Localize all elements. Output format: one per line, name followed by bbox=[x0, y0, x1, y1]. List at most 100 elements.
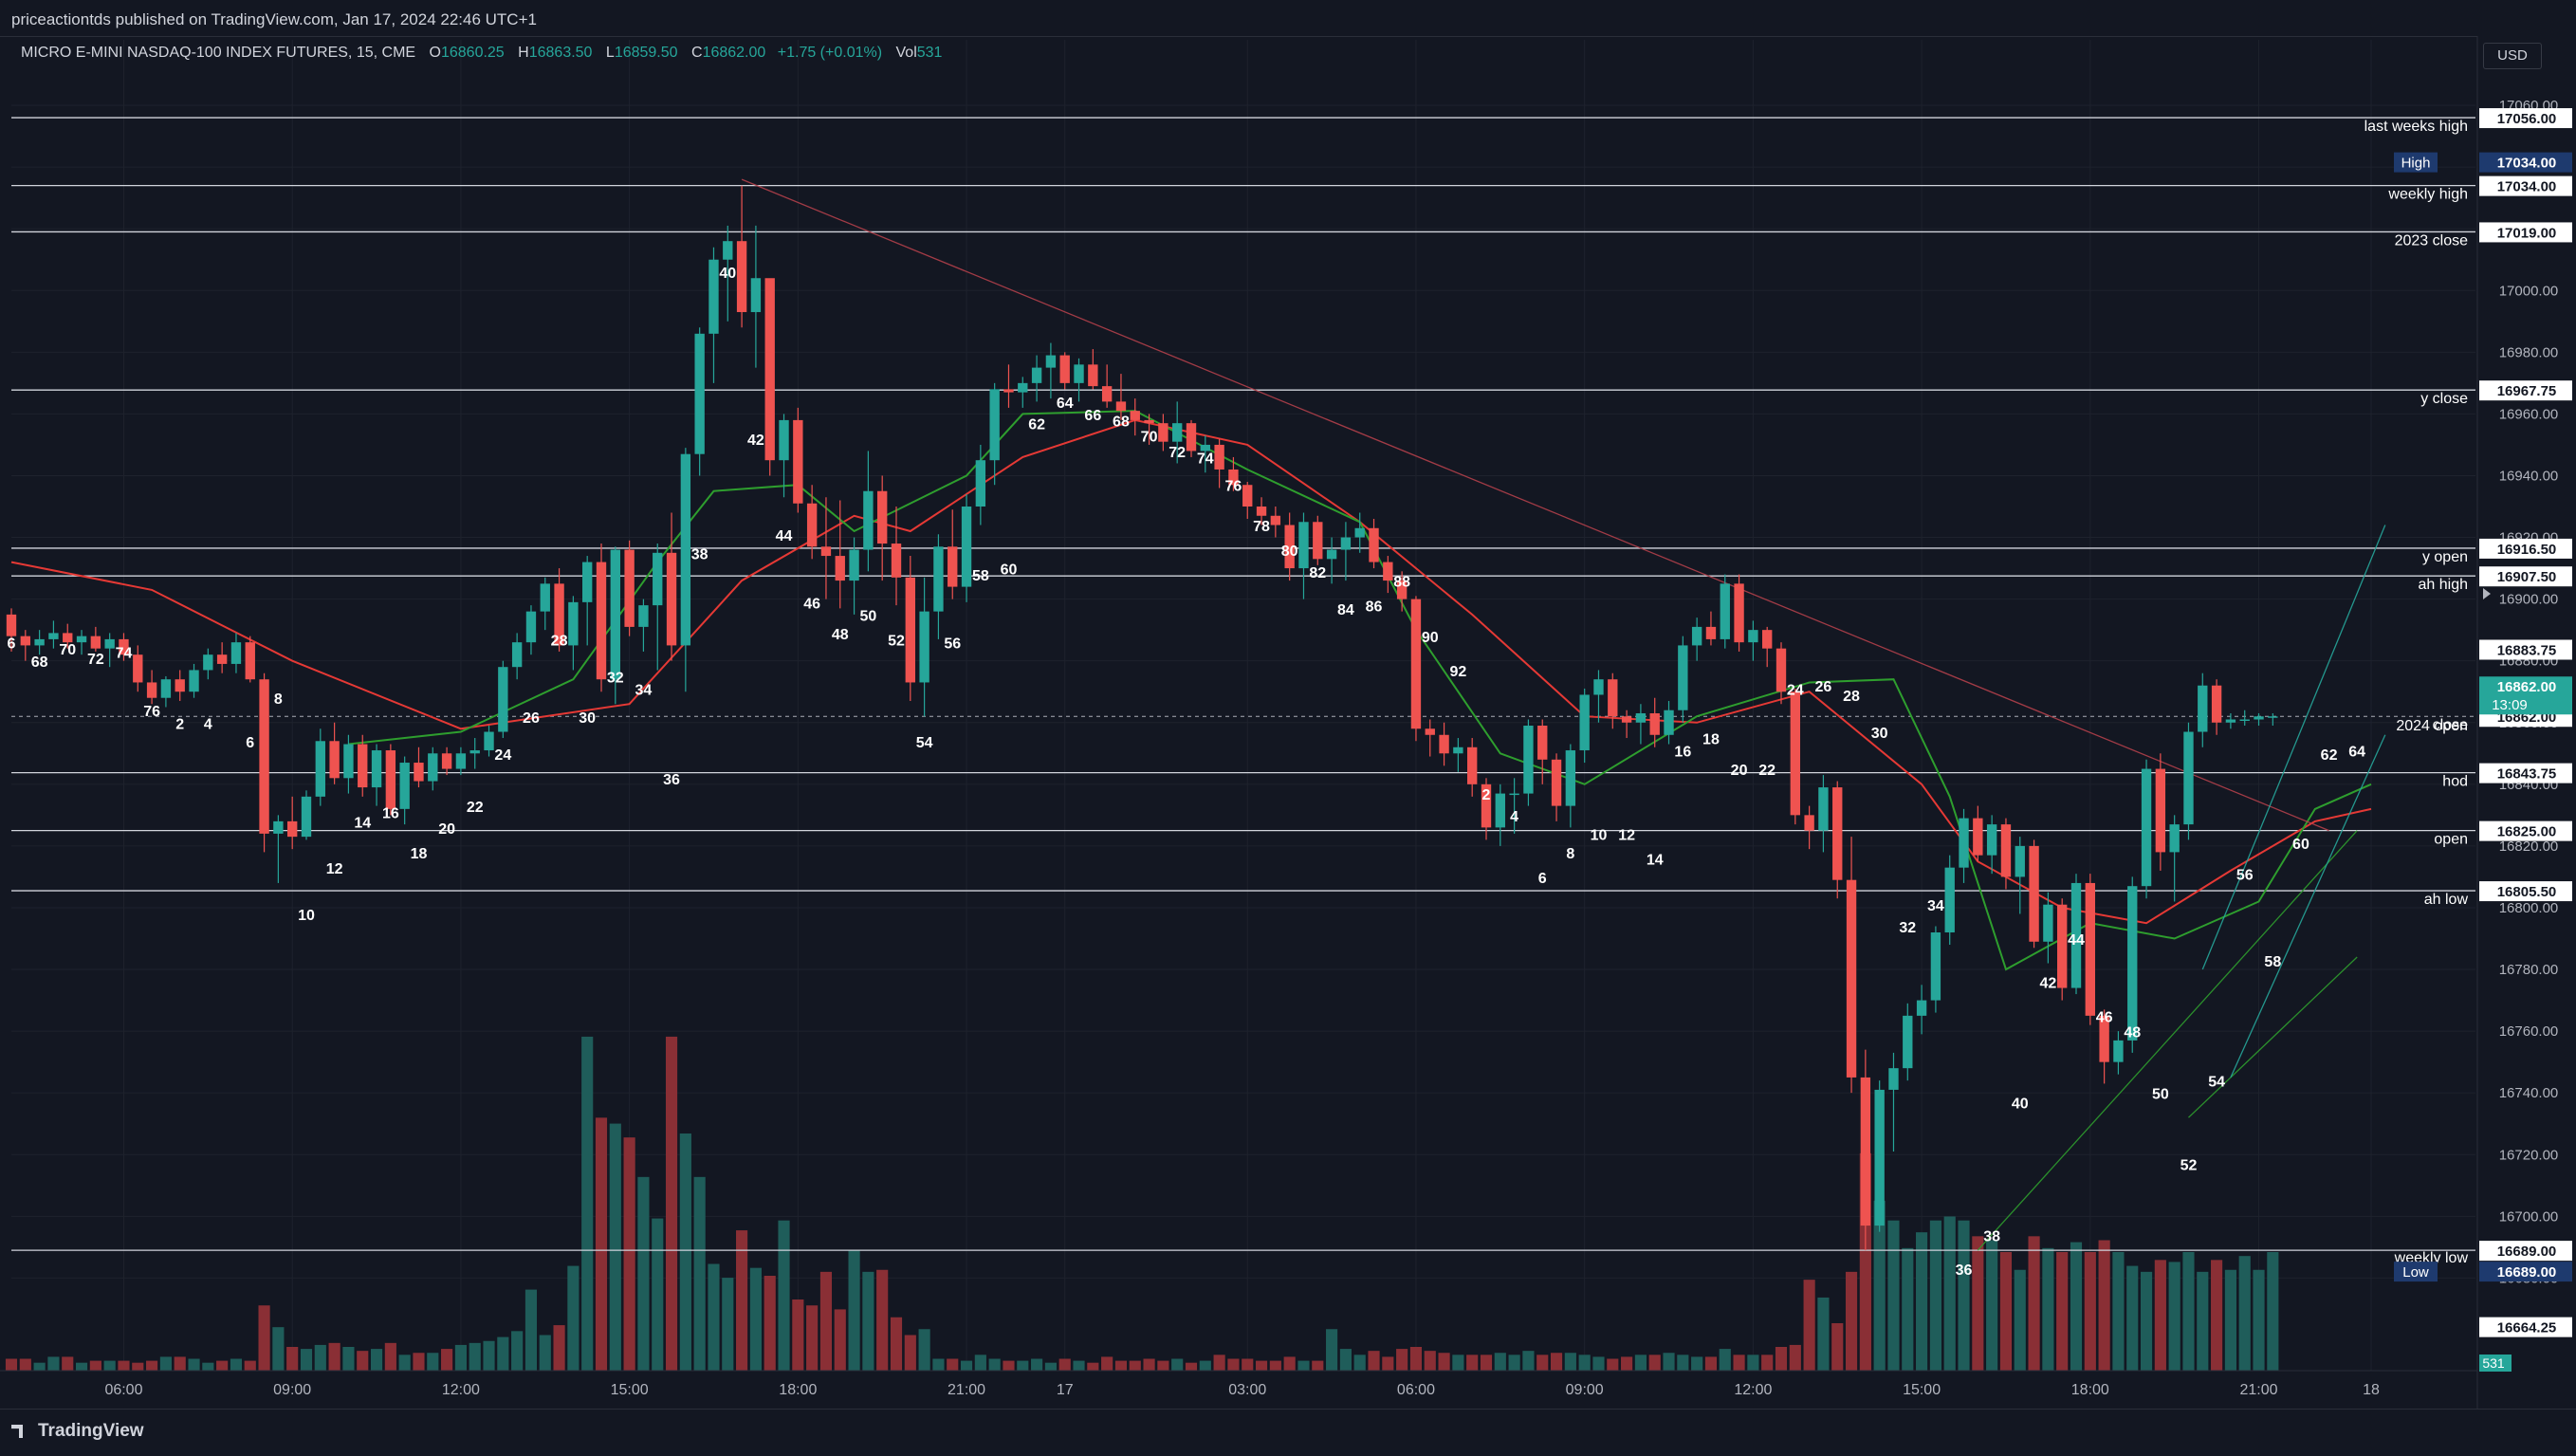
time-tick-label: 15:00 bbox=[611, 1382, 649, 1398]
currency-button[interactable]: USD bbox=[2483, 43, 2542, 69]
chart-area[interactable]: 6 68 70 72 74 76 2 4 6 8 10 12 14 16 18 20 22 24 26 28 30 32 3… bbox=[0, 36, 2576, 1451]
symbol-name[interactable]: MICRO E-MINI NASDAQ-100 INDEX FUTURES, 1… bbox=[21, 45, 416, 61]
candle bbox=[877, 490, 888, 544]
bar-number-label: 76 bbox=[1225, 479, 1242, 495]
price-tick-label: 16760.00 bbox=[2499, 1023, 2559, 1040]
tradingview-logo[interactable]: TradingView bbox=[11, 1421, 144, 1442]
level-price-tag-bg bbox=[2479, 380, 2572, 401]
candle bbox=[1495, 793, 1505, 828]
candle bbox=[764, 278, 775, 461]
bar-number-label: 68 bbox=[1113, 414, 1130, 430]
bar-number-label: 52 bbox=[2180, 1158, 2198, 1174]
volume-bar bbox=[862, 1271, 874, 1371]
volume-bar bbox=[1382, 1356, 1394, 1371]
volume-bar bbox=[1873, 1200, 1886, 1371]
close-label: C bbox=[691, 45, 703, 61]
candle bbox=[905, 577, 915, 683]
bar-number-label: 18 bbox=[411, 846, 428, 862]
bar-number-label: 6 bbox=[246, 735, 254, 751]
candle bbox=[34, 638, 45, 646]
bar-number-label: 10 bbox=[1591, 827, 1608, 843]
volume-bar bbox=[792, 1299, 804, 1371]
candle bbox=[1790, 691, 1800, 816]
bar-number-label: 86 bbox=[1366, 599, 1383, 616]
price-tick-label: 16980.00 bbox=[2499, 344, 2559, 360]
volume-bar bbox=[2042, 1247, 2054, 1371]
volume-bar bbox=[5, 1358, 18, 1371]
volume-bar bbox=[483, 1340, 495, 1371]
volume-bar bbox=[1438, 1353, 1450, 1371]
bar-number-label: 16 bbox=[382, 806, 399, 822]
volume-bar bbox=[2168, 1262, 2180, 1371]
candle bbox=[484, 731, 494, 751]
candle bbox=[1031, 367, 1042, 383]
price-tick-label: 16900.00 bbox=[2499, 592, 2559, 608]
bar-number-label: 10 bbox=[298, 908, 315, 924]
candle bbox=[1930, 931, 1941, 1001]
bar-number-label: 16 bbox=[1674, 745, 1691, 761]
bar-number-label: 84 bbox=[1337, 602, 1354, 618]
volume-bar bbox=[778, 1220, 790, 1371]
price-tag: 16664.25 bbox=[2497, 1320, 2557, 1336]
volume-bar bbox=[665, 1036, 678, 1371]
candle bbox=[1608, 679, 1618, 717]
candle bbox=[568, 601, 579, 646]
volume-bar bbox=[2098, 1240, 2110, 1371]
level-price-tag: 17034.00 bbox=[2497, 179, 2557, 195]
volume-bar bbox=[174, 1356, 186, 1371]
candle bbox=[1678, 645, 1688, 710]
bar-number-label: 60 bbox=[2292, 837, 2309, 853]
candle bbox=[596, 562, 607, 680]
candle bbox=[708, 259, 719, 334]
bar-number-label: 34 bbox=[1927, 898, 1944, 914]
candle bbox=[666, 552, 677, 646]
candle bbox=[2043, 904, 2053, 942]
candle bbox=[1818, 787, 1829, 831]
volume-bar bbox=[2112, 1252, 2125, 1371]
level-text-label: 2023 close bbox=[2395, 232, 2468, 249]
volume-bar bbox=[1621, 1356, 1633, 1371]
candle bbox=[20, 636, 30, 646]
volume-bar bbox=[988, 1358, 1001, 1371]
volume-bar bbox=[693, 1176, 706, 1371]
candle bbox=[1172, 423, 1183, 442]
bar-number-label: 40 bbox=[719, 266, 736, 282]
candle bbox=[1200, 444, 1210, 452]
published-text: priceactiontds published on TradingView.… bbox=[11, 10, 537, 28]
candle bbox=[653, 552, 663, 606]
time-tick-label: 06:00 bbox=[1397, 1382, 1435, 1398]
volume-bar bbox=[244, 1360, 256, 1371]
candle bbox=[919, 611, 929, 683]
bar-number-label: 6 bbox=[1538, 871, 1547, 887]
volume-bar bbox=[1831, 1323, 1844, 1371]
close-value: 16862.00 bbox=[702, 45, 766, 61]
candle bbox=[1354, 527, 1365, 538]
level-price-tag-bg bbox=[2479, 538, 2572, 559]
candle bbox=[1115, 401, 1127, 412]
candle bbox=[1186, 423, 1197, 452]
candle bbox=[891, 544, 902, 578]
level-price-tag-bg bbox=[2479, 763, 2572, 783]
volume-bar bbox=[947, 1358, 959, 1371]
price-tag-bg bbox=[2479, 639, 2572, 660]
footer: TradingView bbox=[0, 1409, 2576, 1452]
bar-number-label: 18 bbox=[1702, 732, 1720, 748]
volume-bar bbox=[202, 1362, 214, 1371]
volume-bar bbox=[652, 1218, 664, 1371]
price-tick-label: 16800.00 bbox=[2499, 900, 2559, 916]
bar-number-label: 42 bbox=[747, 433, 764, 449]
bar-number-label: 50 bbox=[859, 608, 876, 624]
candle bbox=[610, 549, 620, 680]
price-tick-label: 17000.00 bbox=[2499, 283, 2559, 299]
volume-bar bbox=[1312, 1360, 1324, 1371]
low-tag-label-bg bbox=[2394, 1262, 2438, 1282]
candle bbox=[820, 546, 832, 557]
bar-number-label: 12 bbox=[326, 861, 343, 877]
volume-bar bbox=[567, 1265, 580, 1371]
volume-bar bbox=[749, 1267, 762, 1371]
candle bbox=[230, 642, 242, 664]
bar-number-label: 38 bbox=[1983, 1228, 2000, 1244]
candle bbox=[2113, 1040, 2124, 1062]
candle bbox=[540, 583, 550, 612]
